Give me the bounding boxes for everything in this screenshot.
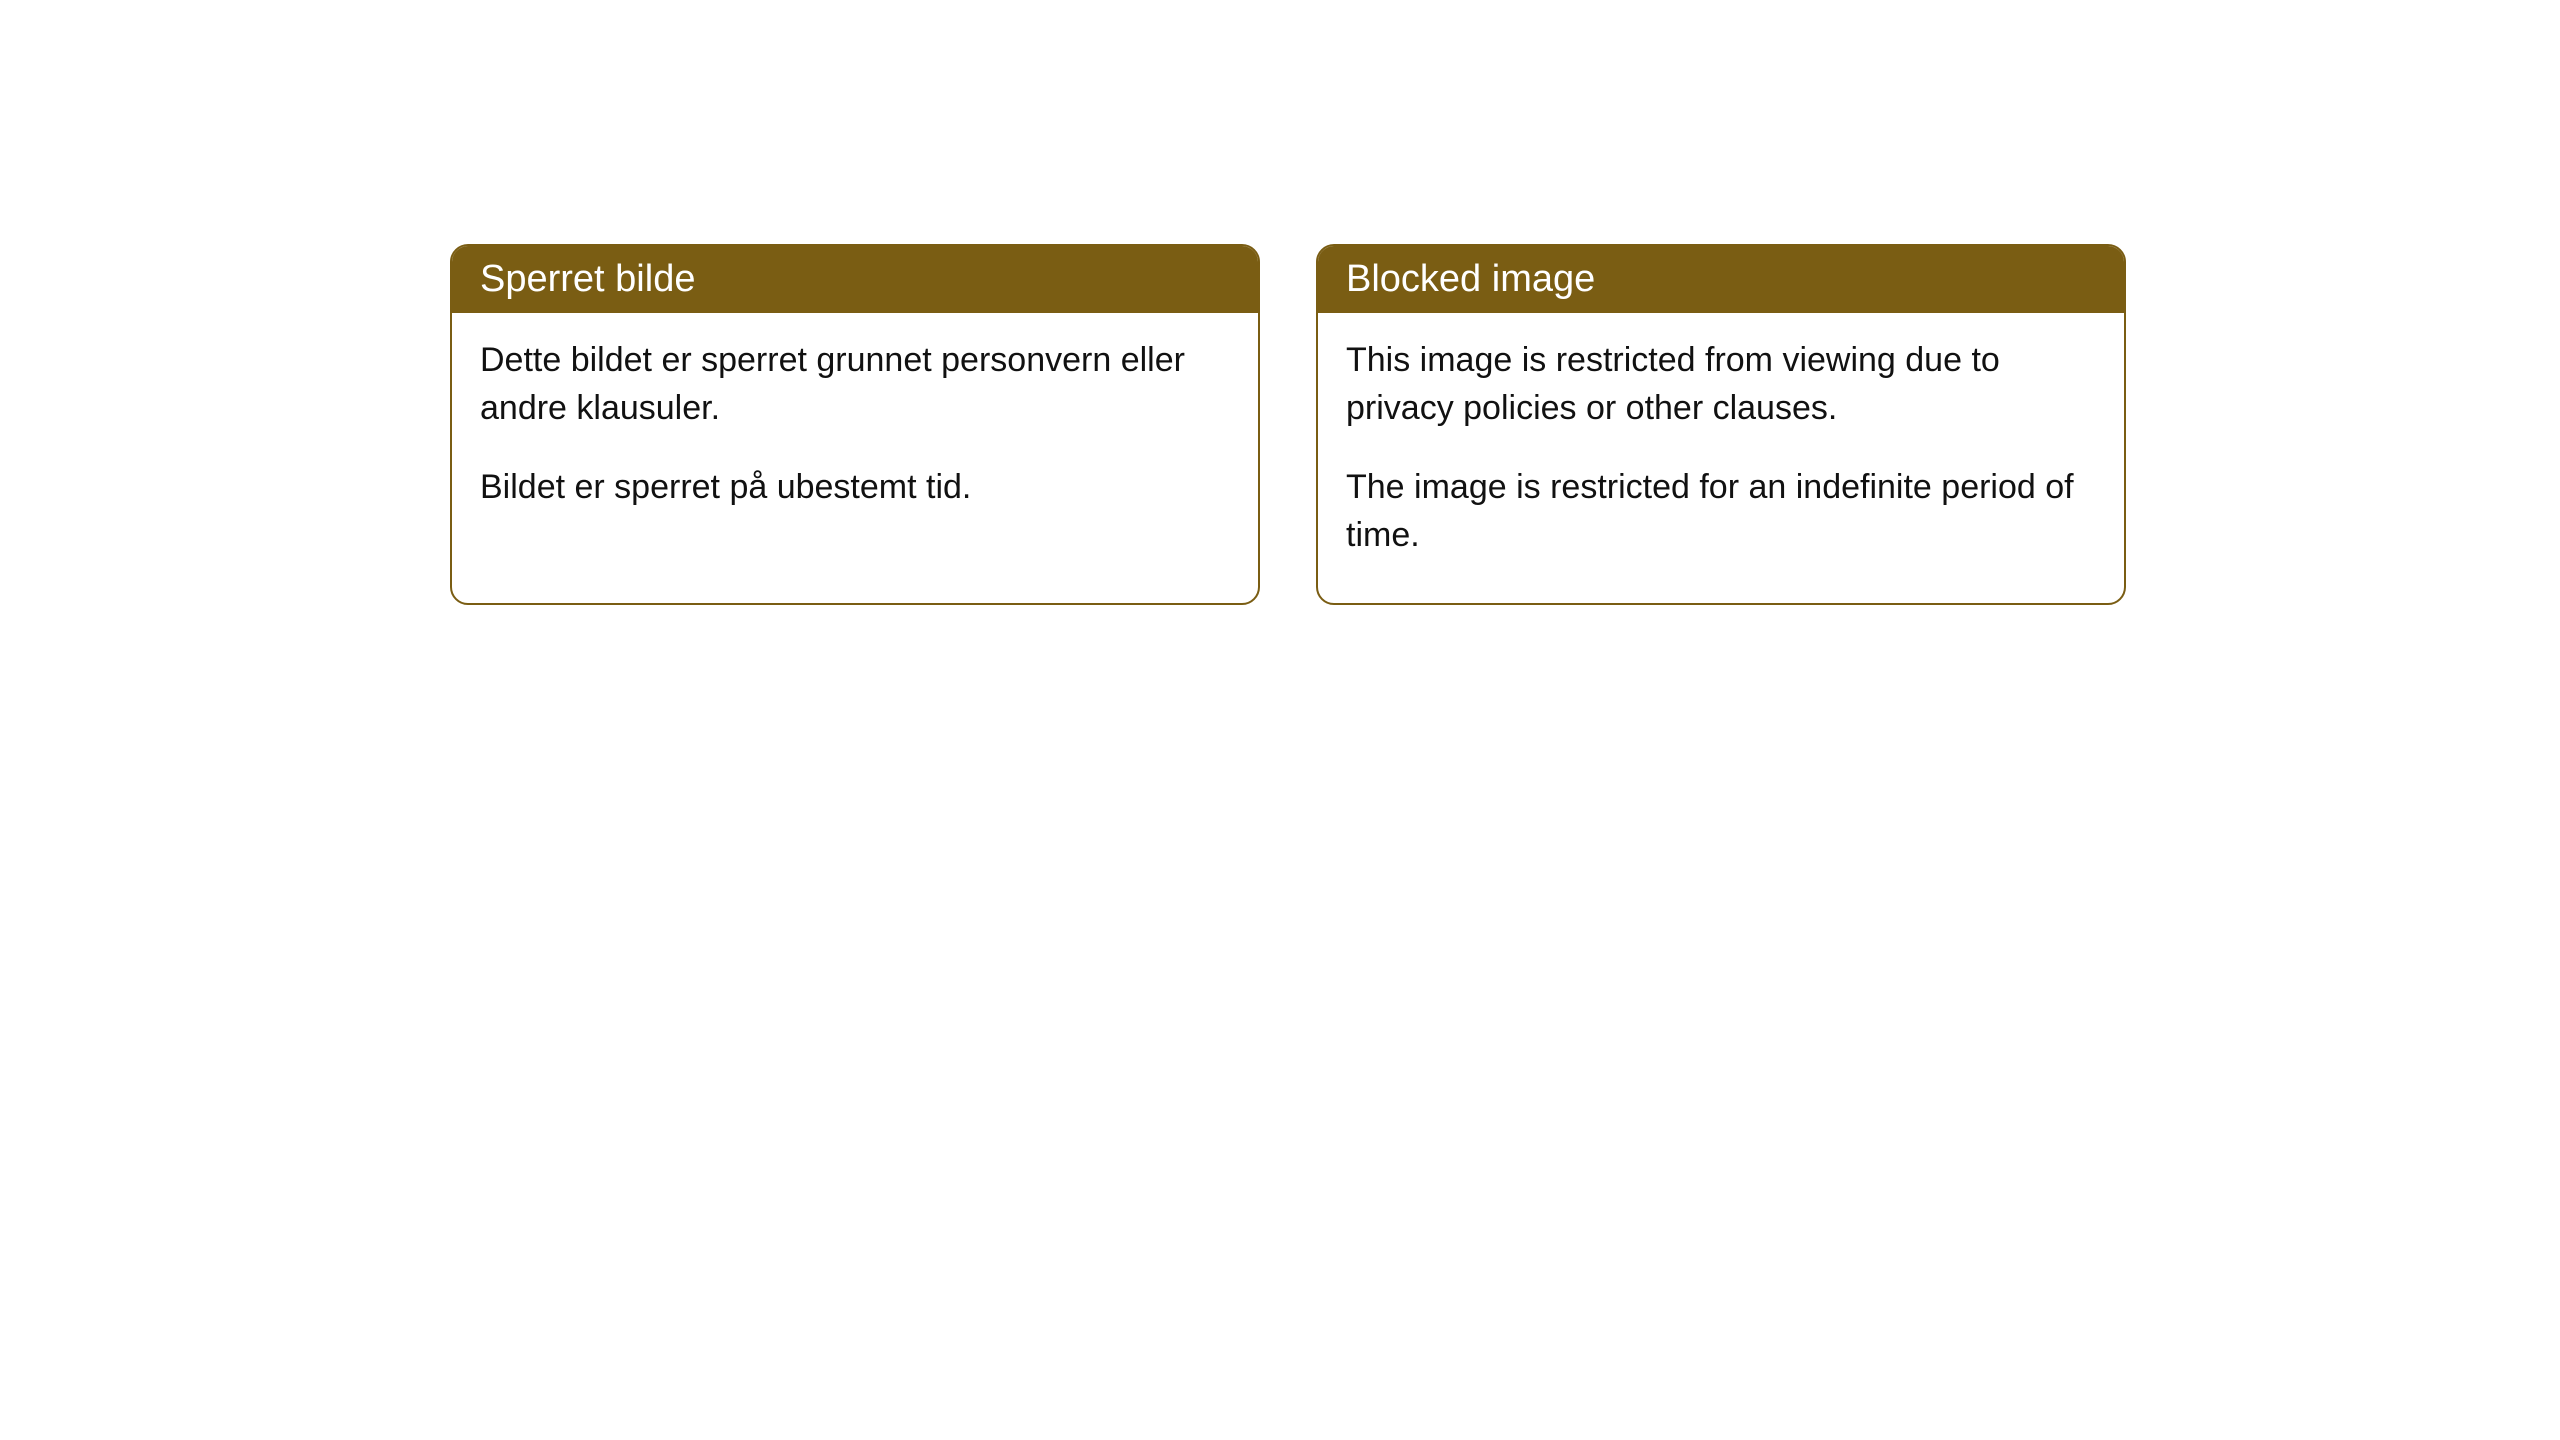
notice-cards-container: Sperret bilde Dette bildet er sperret gr… <box>0 0 2560 605</box>
card-header-en: Blocked image <box>1318 246 2124 313</box>
card-body-en: This image is restricted from viewing du… <box>1318 313 2124 603</box>
notice-text-en-2: The image is restricted for an indefinit… <box>1346 464 2096 559</box>
notice-text-no-1: Dette bildet er sperret grunnet personve… <box>480 337 1230 432</box>
notice-card-norwegian: Sperret bilde Dette bildet er sperret gr… <box>450 244 1260 605</box>
card-header-no: Sperret bilde <box>452 246 1258 313</box>
notice-text-en-1: This image is restricted from viewing du… <box>1346 337 2096 432</box>
card-body-no: Dette bildet er sperret grunnet personve… <box>452 313 1258 556</box>
notice-text-no-2: Bildet er sperret på ubestemt tid. <box>480 464 1230 512</box>
notice-card-english: Blocked image This image is restricted f… <box>1316 244 2126 605</box>
